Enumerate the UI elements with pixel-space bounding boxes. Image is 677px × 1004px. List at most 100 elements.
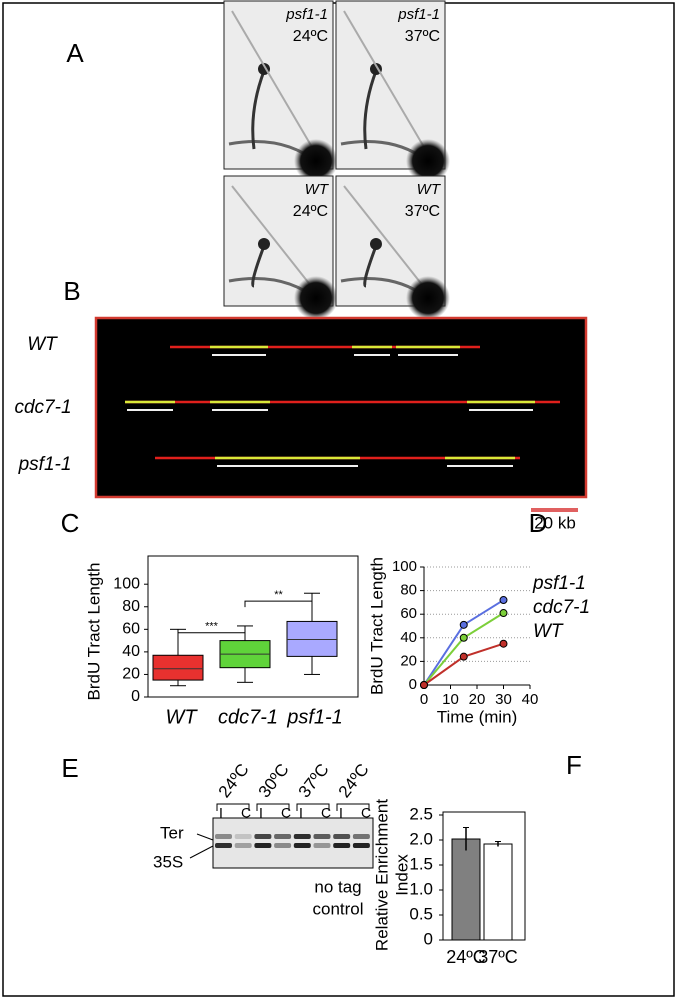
band xyxy=(313,834,331,839)
y-axis-label: Relative Enrichment xyxy=(372,799,391,951)
gel-bubble xyxy=(370,238,382,250)
y-axis-label: BrdU Tract Length xyxy=(367,557,386,695)
gel-diagonal xyxy=(231,185,320,297)
y-axis-label: Index xyxy=(392,854,411,896)
scale-bar xyxy=(531,508,578,512)
y-tick-label: 60 xyxy=(122,621,140,638)
x-axis-label: Time (min) xyxy=(437,707,518,726)
y-axis-label: BrdU Tract Length xyxy=(84,563,103,701)
gel-image xyxy=(223,0,338,183)
y-tick-label: 0 xyxy=(131,688,140,705)
panel-letter: A xyxy=(66,38,84,68)
band xyxy=(293,834,311,839)
band xyxy=(254,843,272,848)
y-tick-label: 60 xyxy=(400,605,417,622)
lane-bracket xyxy=(256,803,290,811)
y-tick-label: 20 xyxy=(122,666,140,683)
band xyxy=(215,843,232,848)
y-tick-label: 40 xyxy=(122,643,140,660)
point xyxy=(499,639,508,648)
x-tick-label: 20 xyxy=(469,691,486,708)
significance-bracket xyxy=(244,600,313,608)
panel-letter: C xyxy=(61,508,80,538)
gel-spot xyxy=(406,276,450,320)
lane-label: C xyxy=(321,805,331,821)
lane-bracket xyxy=(216,803,250,811)
blot-image xyxy=(212,817,374,869)
gel-y-arc xyxy=(251,70,266,150)
x-tick-label: 0 xyxy=(420,691,428,708)
y-tick-label: 1.0 xyxy=(409,879,433,898)
gel-image xyxy=(223,175,338,320)
significance-label: *** xyxy=(205,621,219,633)
lane-bracket xyxy=(296,803,330,811)
band xyxy=(254,834,272,839)
x-tick-label: WT xyxy=(165,706,198,728)
band xyxy=(234,834,252,839)
gel-temp: 24ºC xyxy=(293,28,328,45)
x-tick-label: cdc7-1 xyxy=(218,706,278,728)
gel-y-arc xyxy=(363,70,378,150)
gel-temp: 37ºC xyxy=(405,28,440,45)
gel-y-arc xyxy=(363,245,378,288)
band xyxy=(274,834,292,839)
band-pointer xyxy=(189,845,214,859)
fiber-label: WT xyxy=(27,334,58,355)
x-tick-label: 10 xyxy=(442,691,459,708)
bar xyxy=(451,838,481,941)
gel-diagonal xyxy=(343,185,432,297)
gel-y-arc xyxy=(251,245,266,288)
y-tick-label: 1.5 xyxy=(409,854,433,873)
panel-letter: E xyxy=(61,753,78,783)
y-tick-label: 2.0 xyxy=(409,829,433,848)
fiber-label: cdc7-1 xyxy=(14,397,71,418)
gel-diagonal xyxy=(231,10,320,160)
point xyxy=(459,633,468,642)
point xyxy=(499,609,508,618)
box xyxy=(286,620,338,657)
gel-image xyxy=(335,0,450,183)
legend-label: WT xyxy=(533,621,564,642)
band xyxy=(333,843,351,848)
x-tick-label: 40 xyxy=(522,691,539,708)
gel-spot xyxy=(294,276,338,320)
gel-strain: psf1-1 xyxy=(285,6,328,23)
lane-label: I xyxy=(339,805,343,821)
blot-note: no tag xyxy=(314,877,361,896)
band-label: 35S xyxy=(153,852,183,871)
point xyxy=(499,596,508,605)
panel-letter: D xyxy=(529,508,548,538)
point xyxy=(459,652,468,661)
gel-temp: 24ºC xyxy=(293,203,328,220)
x-tick-label: 24ºC xyxy=(446,947,486,967)
band xyxy=(352,834,370,839)
panel-letter: B xyxy=(63,276,80,306)
band-pointer xyxy=(196,833,214,841)
gel-image xyxy=(335,175,450,320)
band xyxy=(293,843,311,848)
panel-letter: F xyxy=(566,750,582,780)
gel-temp: 37ºC xyxy=(405,203,440,220)
fiber-panel xyxy=(94,316,588,499)
blot-note: control xyxy=(312,899,363,918)
lane-label: C xyxy=(241,805,251,821)
band xyxy=(313,843,331,848)
y-tick-label: 2.5 xyxy=(409,804,433,823)
x-tick-label: 30 xyxy=(495,691,512,708)
box xyxy=(152,654,204,681)
significance-bracket xyxy=(177,632,246,639)
gel-diagonal xyxy=(343,10,432,160)
band xyxy=(333,834,351,839)
plot-frame xyxy=(147,555,359,698)
y-tick-label: 80 xyxy=(400,582,417,599)
y-tick-label: 100 xyxy=(113,575,140,592)
band-label: Ter xyxy=(160,823,184,842)
lane-bracket xyxy=(336,803,370,811)
gel-strain: WT xyxy=(417,181,442,198)
gel-spot xyxy=(294,139,338,183)
gel-strain: psf1-1 xyxy=(397,6,440,23)
band xyxy=(352,843,370,848)
y-tick-label: 100 xyxy=(392,558,417,575)
lane-label: C xyxy=(281,805,291,821)
